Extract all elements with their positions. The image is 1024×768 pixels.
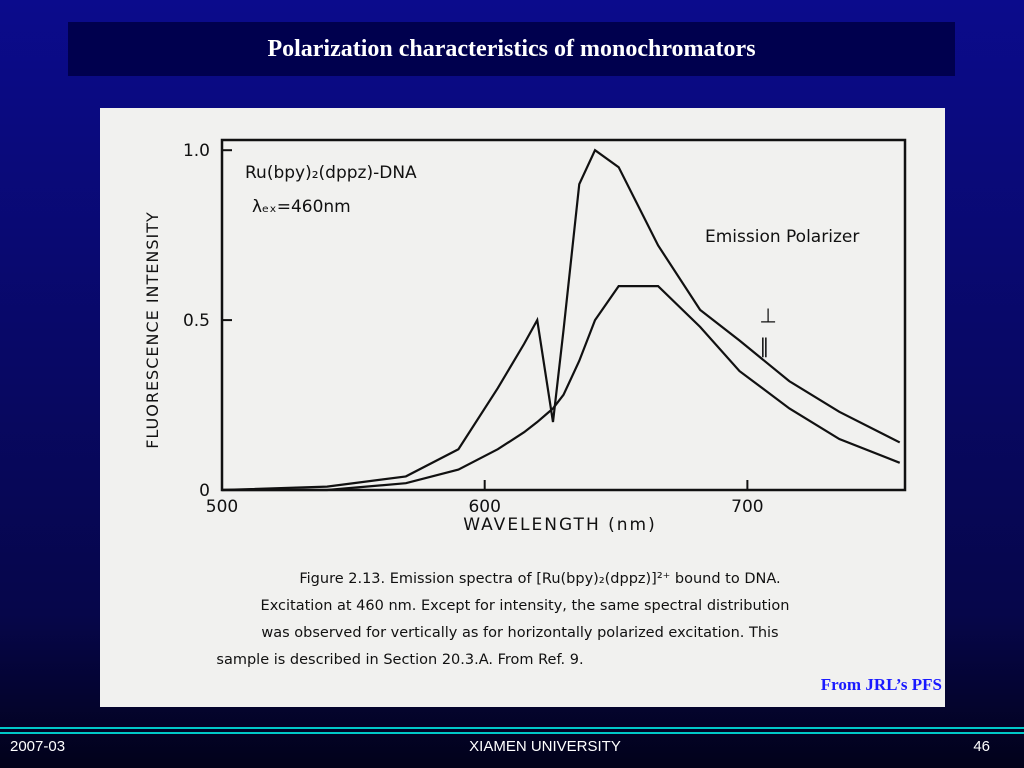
x-tick-label: 600 bbox=[468, 497, 500, 517]
y-tick-label: 0.5 bbox=[183, 311, 210, 331]
chart-subtitle: λₑₓ=460nm bbox=[252, 197, 351, 217]
plot-frame bbox=[220, 138, 907, 492]
footer-org: XIAMEN UNIVERSITY bbox=[469, 738, 621, 755]
spectrum-line bbox=[222, 285, 901, 492]
caption-line: was observed for vertically as for horiz… bbox=[261, 625, 778, 641]
series-label: ⊥ bbox=[760, 303, 777, 327]
y-tick-label: 1.0 bbox=[183, 141, 210, 161]
x-tick-label: 500 bbox=[206, 497, 238, 517]
caption-line: Figure 2.13. Emission spectra of [Ru(bpy… bbox=[299, 571, 780, 587]
caption-line: sample is described in Section 20.3.A. F… bbox=[216, 652, 583, 668]
y-axis-label: FLUORESCENCE INTENSITY bbox=[143, 211, 162, 449]
chart-title: Ru(bpy)₂(dppz)-DNA bbox=[245, 163, 417, 183]
figure-background bbox=[100, 108, 945, 707]
x-tick-label: 700 bbox=[731, 497, 763, 517]
source: From JRL’s PFS bbox=[821, 675, 942, 694]
slide-title: Polarization characteristics of monochro… bbox=[68, 22, 955, 76]
y-tick-label: 0 bbox=[199, 481, 210, 501]
caption-line: Excitation at 460 nm. Except for intensi… bbox=[261, 598, 790, 614]
series-label: ∥ bbox=[760, 334, 770, 358]
annotation: Emission Polarizer bbox=[705, 227, 859, 247]
x-axis-label: WAVELENGTH (nm) bbox=[463, 515, 656, 535]
footer-page: 46 bbox=[973, 738, 990, 755]
footer-date: 2007-03 bbox=[10, 738, 66, 755]
spectrum-line bbox=[221, 148, 901, 492]
